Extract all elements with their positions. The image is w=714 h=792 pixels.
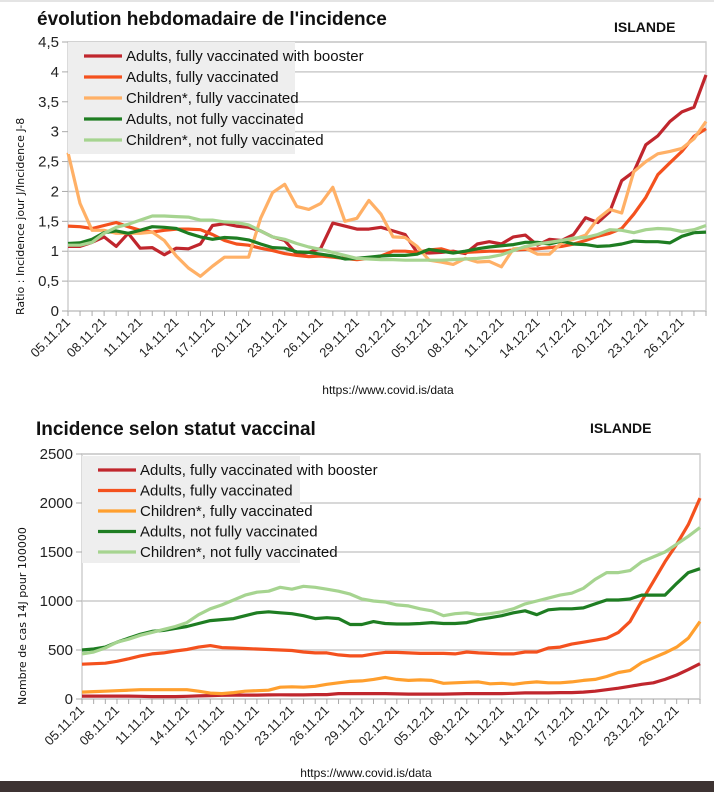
y-tick-label: 0 <box>51 303 59 320</box>
legend-label: Adults, fully vaccinated <box>140 483 293 500</box>
series-line <box>66 120 708 278</box>
y-tick-label: 0 <box>65 691 73 708</box>
x-axis-label: https://www.covid.is/data <box>300 766 432 780</box>
chart-incidence-by-status: Incidence selon statut vaccinal ISLANDE … <box>0 405 714 780</box>
y-tick-label: 2 <box>51 183 59 200</box>
chart-title: Incidence selon statut vaccinal <box>36 419 316 440</box>
series-line <box>68 74 708 257</box>
x-tick-label: 08.12.21 <box>424 315 470 361</box>
series-line <box>68 214 707 262</box>
taskbar <box>0 781 714 792</box>
top-border <box>0 0 714 2</box>
series-line <box>81 526 701 656</box>
legend: Adults, fully vaccinated with booster Adu… <box>82 456 378 563</box>
legend-label: Adults, fully vaccinated with booster <box>126 48 364 65</box>
y-tick-label: 2,5 <box>38 154 59 171</box>
y-tick-label: 2500 <box>40 446 73 463</box>
x-axis-label: https://www.covid.is/data <box>322 383 454 397</box>
y-tick-label: 4,5 <box>38 34 59 51</box>
series-line <box>81 567 701 652</box>
legend-label: Adults, not fully vaccinated <box>126 111 304 128</box>
y-tick-label: 4 <box>51 64 59 81</box>
y-tick-label: 500 <box>48 642 73 659</box>
country-label: ISLANDE <box>614 19 675 35</box>
chart-weekly-ratio: évolution hebdomadaire de l'incidence IS… <box>14 9 708 397</box>
series-line <box>81 620 702 696</box>
y-axis-label: Ratio : Incidence jour J/Incidence J-8 <box>14 118 27 315</box>
chart-weekly-ratio-svg: évolution hebdomadaire de l'incidence IS… <box>14 9 708 397</box>
y-axis-label: Nombre de cas 14J pour 100000 <box>16 527 29 705</box>
series-line <box>82 662 701 699</box>
y-tick-label: 2000 <box>40 495 73 512</box>
legend-label: Children*, not fully vaccinated <box>126 132 324 149</box>
series-line <box>67 225 707 261</box>
series-line <box>81 497 702 666</box>
y-tick-label: 1 <box>51 243 59 260</box>
legend-label: Children*, fully vaccinated <box>126 90 299 107</box>
y-tick-label: 3 <box>51 124 59 141</box>
legend-label: Adults, not fully vaccinated <box>140 524 318 541</box>
chart-title: évolution hebdomadaire de l'incidence <box>37 9 387 30</box>
legend: Adults, fully vaccinated with booster Adu… <box>68 42 364 154</box>
x-tick-label: 26.12.21 <box>641 315 687 361</box>
legend-label: Adults, fully vaccinated <box>126 69 279 86</box>
legend-label: Adults, fully vaccinated with booster <box>140 462 378 479</box>
y-tick-label: 1,5 <box>38 213 59 230</box>
legend-label: Children*, not fully vaccinated <box>140 544 338 561</box>
y-tick-label: 1000 <box>40 593 73 610</box>
y-tick-label: 3,5 <box>38 94 59 111</box>
y-tick-label: 1500 <box>40 544 73 561</box>
x-tick-label: 08.11.21 <box>64 315 110 361</box>
legend-label: Children*, fully vaccinated <box>140 503 313 520</box>
country-label: ISLANDE <box>590 420 651 436</box>
chart-incidence-svg: Incidence selon statut vaccinal ISLANDE … <box>16 419 702 780</box>
y-tick-label: 0,5 <box>38 273 59 290</box>
